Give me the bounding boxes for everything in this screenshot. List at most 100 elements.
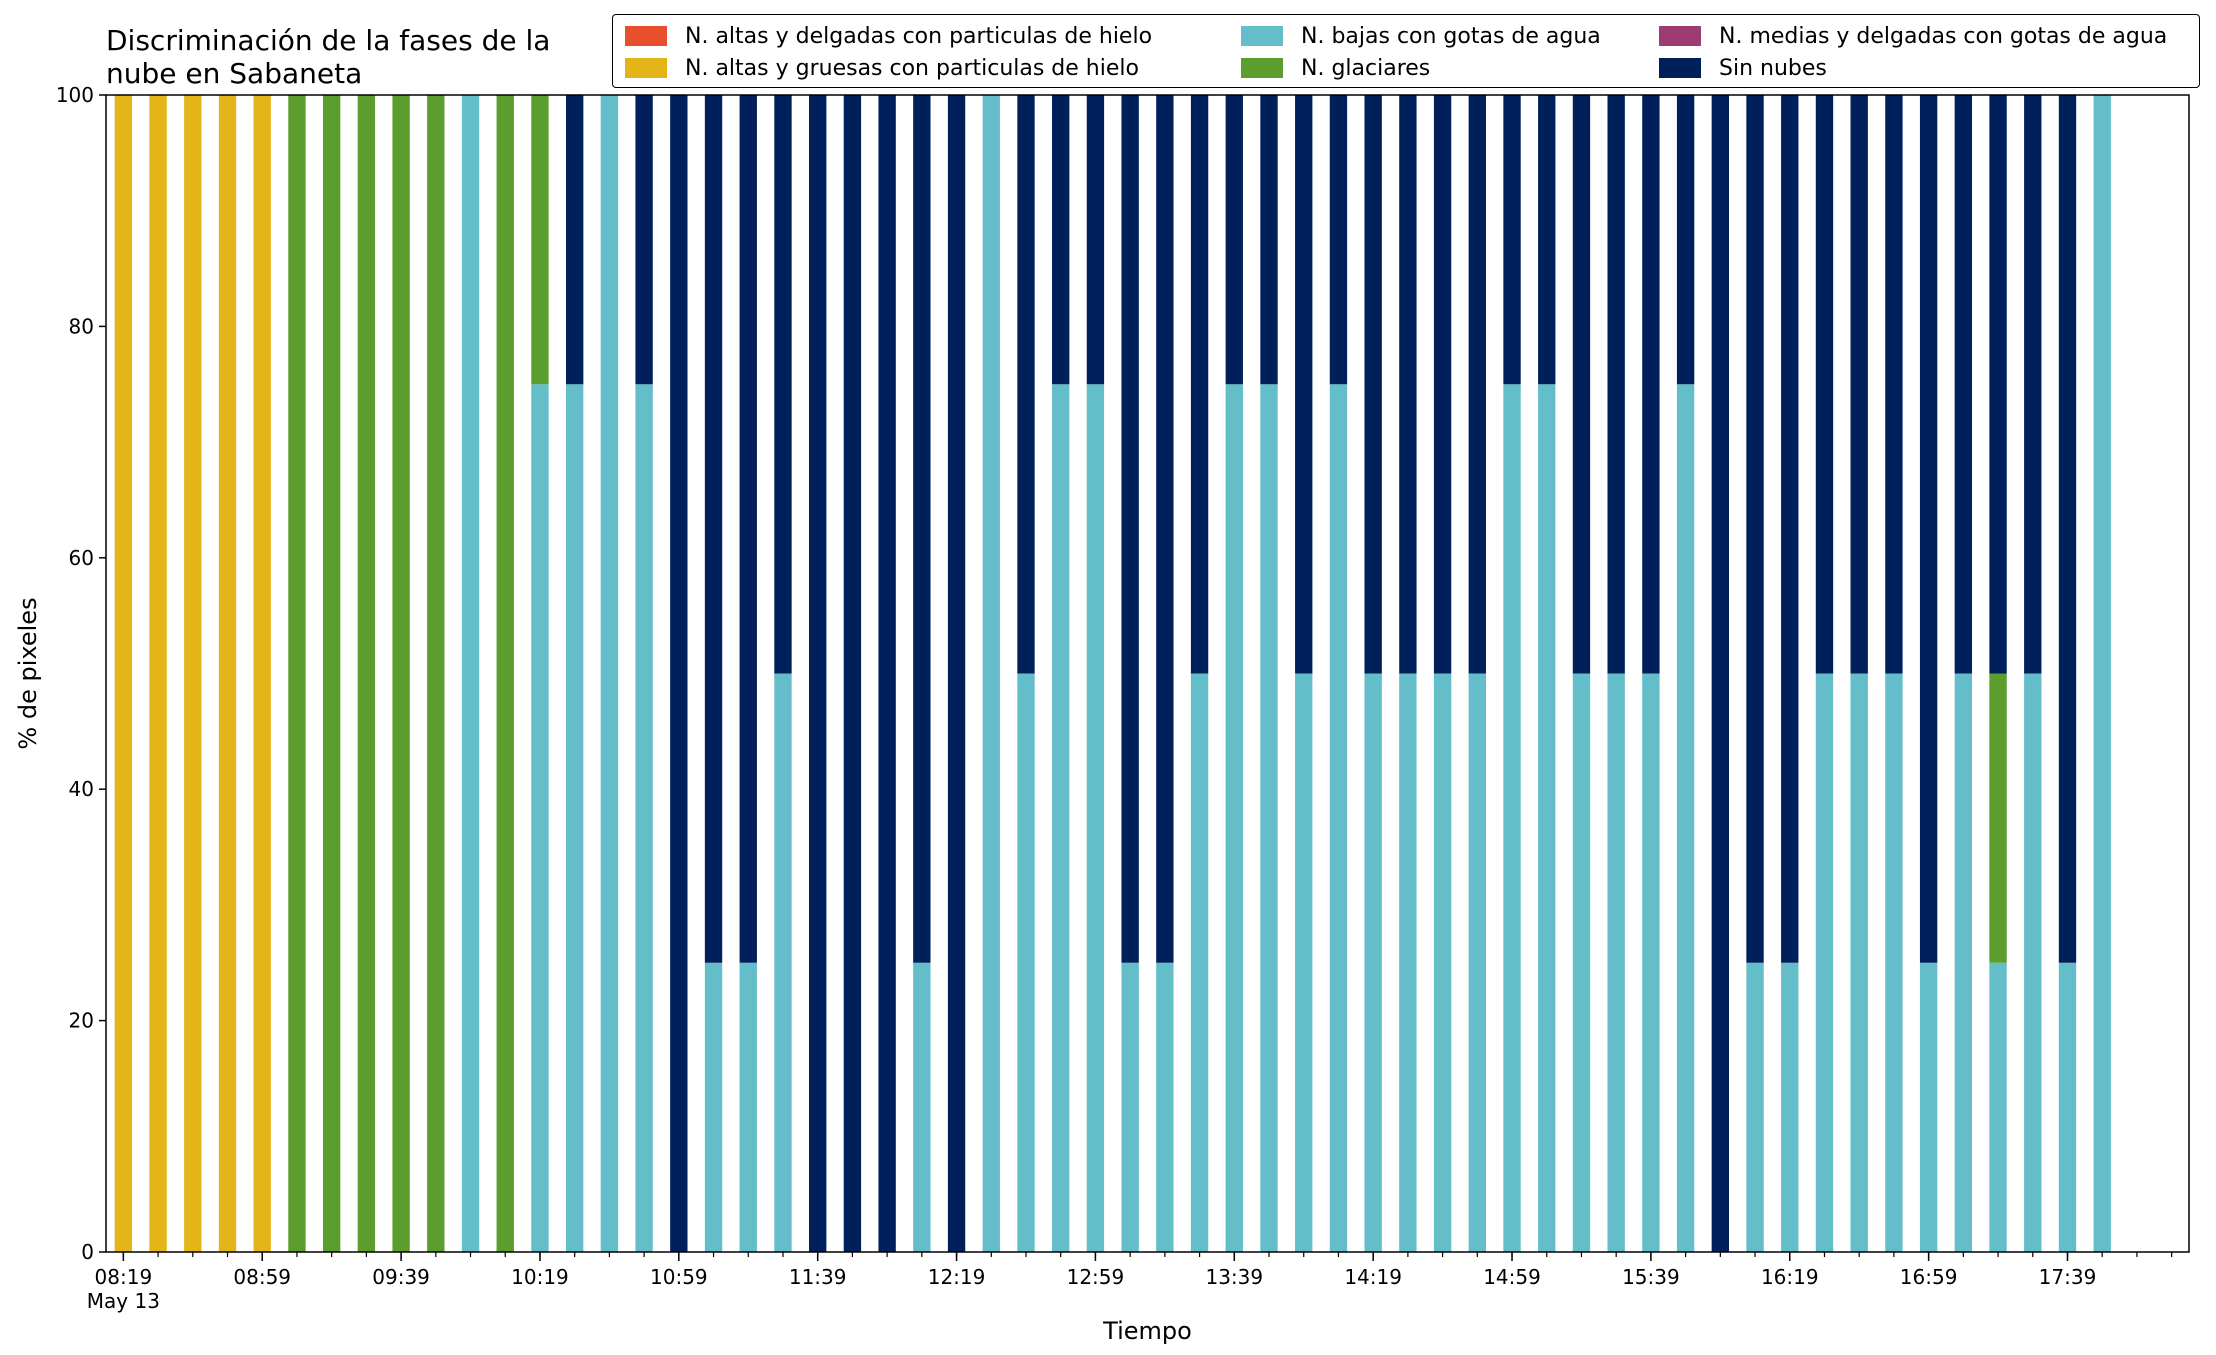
y-tick-label: 80: [69, 314, 94, 338]
bar-sin_nubes: [1989, 95, 2007, 674]
bar-sin_nubes: [2024, 95, 2042, 674]
bar-bajas: [1676, 384, 1695, 1252]
bar-sin_nubes: [1295, 95, 1313, 674]
legend-label: N. bajas con gotas de agua: [1301, 23, 1601, 49]
x-axis-label: Tiempo: [1102, 1317, 1192, 1345]
legend-item: N. altas y gruesas con particulas de hie…: [625, 55, 1139, 81]
legend-swatch: [625, 58, 667, 78]
x-tick-label: 14:19: [1344, 1265, 1402, 1289]
bar-altas_gruesas: [253, 95, 271, 1252]
bar-bajas: [1433, 673, 1452, 1252]
bar-sin_nubes: [1121, 95, 1139, 963]
x-tick-sublabel: May 13: [87, 1289, 160, 1313]
bar-sin_nubes: [774, 95, 792, 674]
x-tick-label: 08:59: [233, 1265, 291, 1289]
bar-sin_nubes: [1711, 95, 1730, 1252]
legend-label: N. glaciares: [1301, 55, 1431, 81]
bar-altas_gruesas: [149, 95, 167, 1252]
x-tick-label: 16:19: [1761, 1265, 1819, 1289]
bar-bajas: [1190, 673, 1209, 1252]
bar-bajas: [1538, 384, 1556, 1252]
bar-glaciares: [1989, 673, 2007, 963]
chart-title: Discriminación de la fases de la nube en…: [106, 24, 551, 90]
legend-swatch: [1241, 58, 1283, 78]
y-tick-label: 60: [69, 546, 94, 570]
bar-sin_nubes: [1607, 95, 1625, 674]
bar-sin_nubes: [1538, 95, 1556, 385]
y-axis-label: % de pixeles: [14, 597, 42, 749]
legend-item: N. glaciares: [1241, 55, 1430, 81]
bar-sin_nubes: [1919, 95, 1938, 963]
bar-bajas: [2024, 673, 2042, 1252]
bar-sin_nubes: [1017, 95, 1035, 674]
bar-bajas: [1746, 962, 1764, 1252]
bar-sin_nubes: [1781, 95, 1799, 963]
plot-frame: [105, 94, 2190, 1253]
legend-swatch: [1659, 58, 1701, 78]
bar-sin_nubes: [1885, 95, 1903, 674]
bar-sin_nubes: [2058, 95, 2077, 963]
bar-bajas: [600, 95, 619, 1252]
bar-bajas: [1468, 673, 1486, 1252]
bar-bajas: [1121, 962, 1139, 1252]
bar-bajas: [461, 95, 480, 1252]
bar-bajas: [1954, 673, 1973, 1252]
bar-glaciares: [427, 95, 445, 1252]
bar-bajas: [1503, 384, 1521, 1252]
bar-glaciares: [496, 95, 514, 1252]
x-tick-label: 10:59: [650, 1265, 708, 1289]
x-tick-label: 12:59: [1067, 1265, 1125, 1289]
bar-sin_nubes: [635, 95, 653, 385]
bar-bajas: [2093, 95, 2111, 1252]
bar-bajas: [1850, 673, 1868, 1252]
bar-bajas: [2058, 962, 2077, 1252]
bar-sin_nubes: [670, 95, 688, 1252]
bar-sin_nubes: [1850, 95, 1868, 674]
bar-bajas: [1086, 384, 1105, 1252]
bar-bajas: [1885, 673, 1903, 1252]
bar-glaciares: [288, 95, 306, 1252]
bar-bajas: [982, 95, 1000, 1252]
legend-item: Sin nubes: [1659, 55, 1827, 81]
x-tick-label: 15:39: [1622, 1265, 1680, 1289]
x-tick-label: 08:19: [95, 1265, 153, 1289]
bar-glaciares: [531, 95, 549, 385]
bar-sin_nubes: [1815, 95, 1834, 674]
bar-glaciares: [392, 95, 410, 1252]
legend-swatch: [1659, 26, 1701, 46]
x-tick-label: 14:59: [1483, 1265, 1541, 1289]
bar-sin_nubes: [1156, 95, 1174, 963]
bar-bajas: [1781, 962, 1799, 1252]
legend-swatch: [1241, 26, 1283, 46]
bar-bajas: [1572, 673, 1591, 1252]
x-tick-label: 11:39: [789, 1265, 847, 1289]
bar-bajas: [704, 962, 723, 1252]
bar-sin_nubes: [1503, 95, 1521, 385]
bar-bajas: [635, 384, 653, 1252]
bar-sin_nubes: [947, 95, 966, 1252]
bar-bajas: [774, 673, 792, 1252]
bar-bajas: [531, 384, 549, 1252]
x-tick-label: 16:59: [1900, 1265, 1958, 1289]
bar-bajas: [1399, 673, 1417, 1252]
x-tick-label: 10:19: [511, 1265, 569, 1289]
bar-glaciares: [322, 95, 341, 1252]
bar-bajas: [1225, 384, 1243, 1252]
legend-label: Sin nubes: [1719, 55, 1827, 81]
bar-bajas: [913, 962, 931, 1252]
bar-altas_gruesas: [184, 95, 202, 1252]
bar-sin_nubes: [1433, 95, 1452, 674]
bar-sin_nubes: [1086, 95, 1105, 385]
bar-sin_nubes: [1746, 95, 1764, 963]
legend-label: N. altas y gruesas con particulas de hie…: [685, 55, 1139, 81]
x-tick-label: 09:39: [372, 1265, 430, 1289]
bar-bajas: [1989, 962, 2007, 1252]
bar-sin_nubes: [913, 95, 931, 963]
bar-bajas: [1329, 384, 1348, 1252]
y-tick-label: 20: [69, 1009, 94, 1033]
bar-sin_nubes: [1329, 95, 1348, 385]
bar-sin_nubes: [704, 95, 723, 963]
bar-altas_gruesas: [218, 95, 237, 1252]
bar-sin_nubes: [1364, 95, 1382, 674]
